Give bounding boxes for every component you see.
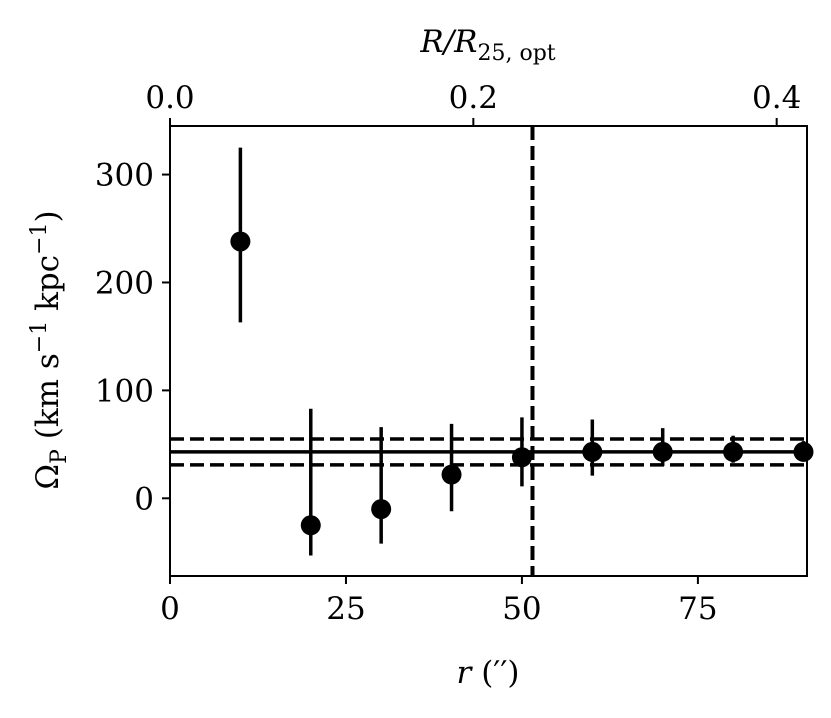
top-axis-label-symbol: R [419,24,443,60]
data-point [300,515,321,536]
y-axis-label-unit-a: (km s [30,353,66,449]
top-axis-label: R/R25, opt [419,24,555,66]
x-tick-label: 50 [502,591,541,627]
top-x-tick-label: 0.0 [145,80,194,116]
y-axis-label-sup-a: −1 [27,321,52,353]
y-axis-ticks [162,173,170,500]
y-tick-label: 0 [134,481,154,517]
data-points [230,147,814,556]
reference-lines [170,126,807,576]
top-axis-ticks [169,118,778,126]
data-point [652,441,673,462]
x-tick-label: 25 [326,591,365,627]
top-x-tick-label: 0.2 [449,80,498,116]
data-point [230,231,251,252]
top-axis-label-mid: /R [441,24,478,60]
y-axis-tick-labels: 0 100 200 300 [95,158,154,518]
data-point [441,464,462,485]
plot-frame [169,125,808,577]
data-point [371,499,392,520]
x-tick-label: 75 [678,591,717,627]
top-x-tick-label: 0.4 [752,80,801,116]
x-axis-label-unit: (′′) [471,655,519,691]
top-axis-tick-labels: 0.0 0.2 0.4 [145,80,801,116]
top-axis-label-sub: 25, opt [477,41,555,66]
x-axis-label: r (′′) [457,655,520,691]
y-axis-label-unit-b: kpc [30,255,66,321]
data-point [582,441,603,462]
y-axis-label-symbol: Ω [30,464,66,490]
y-tick-label: 300 [95,158,154,194]
x-axis-ticks [169,576,699,584]
data-point [511,447,532,468]
x-axis-tick-labels: 0 25 50 75 [160,591,717,627]
x-axis-label-symbol: r [457,655,474,691]
y-axis-label-sup-b: −1 [27,222,52,254]
data-point [723,441,744,462]
x-tick-label: 0 [160,591,180,627]
y-tick-label: 200 [95,265,154,301]
y-tick-label: 100 [95,373,154,409]
y-axis-label-close: ) [30,210,66,222]
y-axis-label-sub: P [47,449,72,464]
data-point [793,441,814,462]
y-axis-label: ΩP (km s−1 kpc−1) [27,210,72,489]
